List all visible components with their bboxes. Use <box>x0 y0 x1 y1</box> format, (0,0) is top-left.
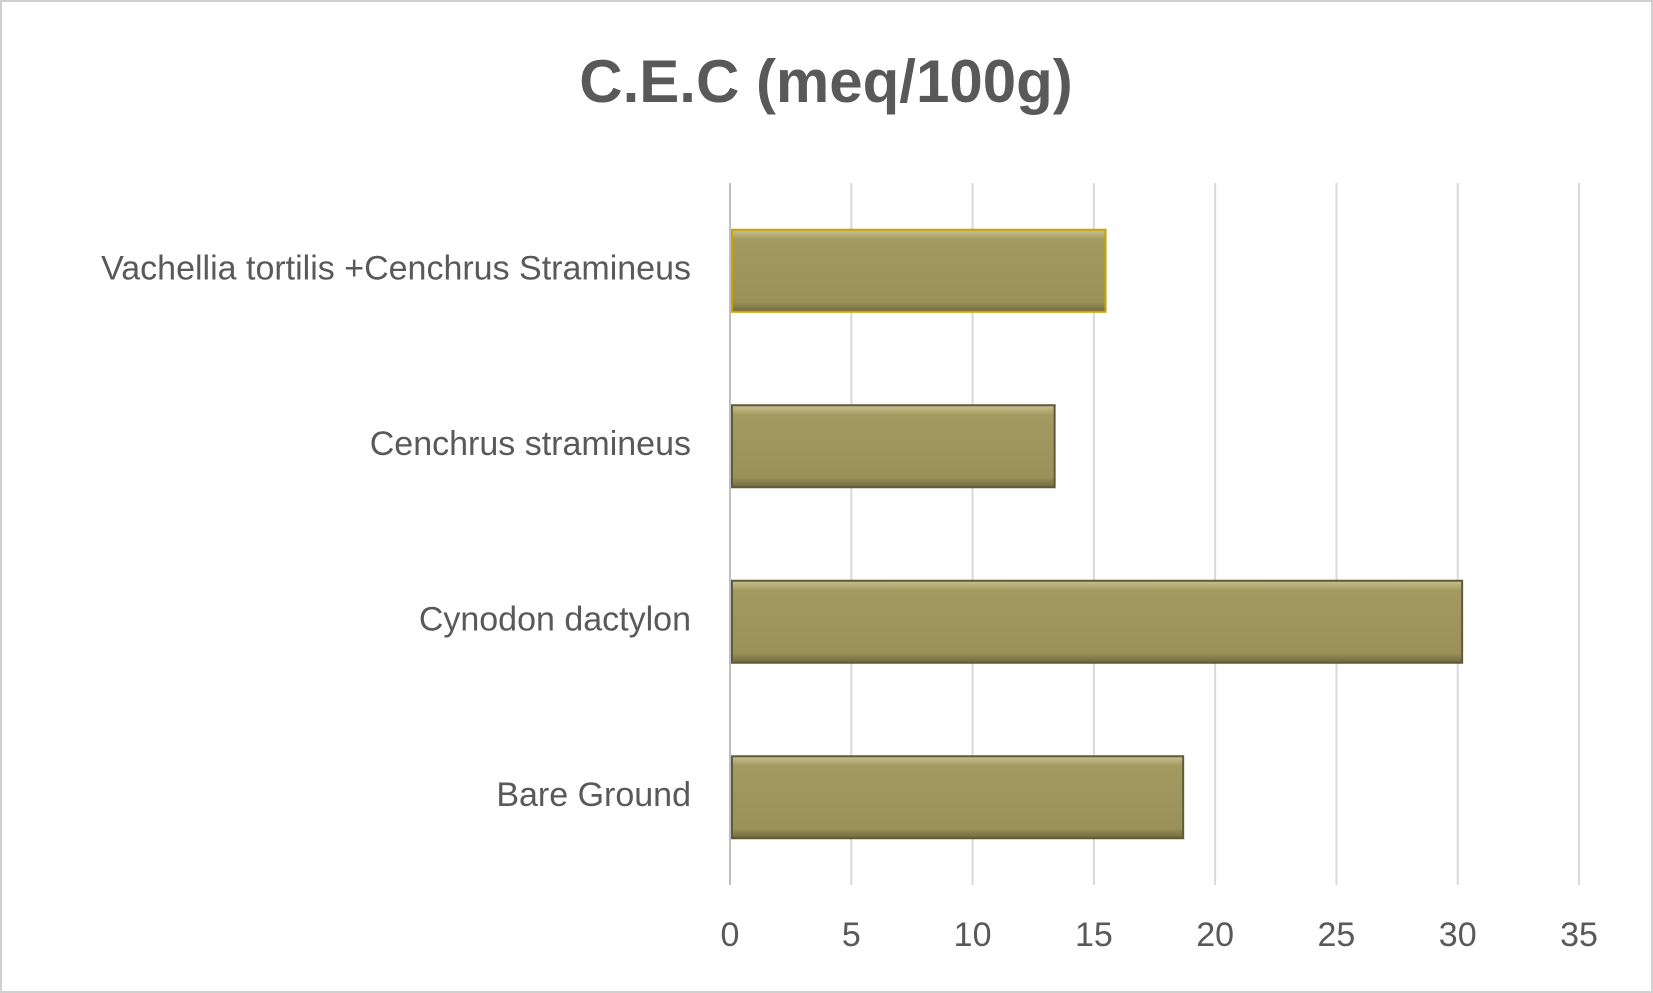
x-tick-label: 15 <box>1075 916 1113 954</box>
chart-title: C.E.C (meq/100g) <box>579 48 1072 115</box>
x-tick-label: 10 <box>954 916 992 954</box>
bar <box>731 404 1056 489</box>
x-tick-label: 35 <box>1560 916 1598 954</box>
y-tick-label: Bare Ground <box>496 776 691 814</box>
bar <box>731 579 1464 664</box>
bar <box>731 228 1107 313</box>
y-tick-label: Cenchrus stramineus <box>370 425 691 463</box>
x-tick-label: 0 <box>721 916 740 954</box>
bar <box>731 755 1185 840</box>
x-tick-label: 20 <box>1196 916 1234 954</box>
y-tick-label: Cynodon dactylon <box>419 601 691 639</box>
y-tick-label: Vachellia tortilis +Cenchrus Stramineus <box>101 250 691 288</box>
x-tick-label: 5 <box>842 916 861 954</box>
x-tick-label: 25 <box>1318 916 1356 954</box>
x-tick-label: 30 <box>1439 916 1477 954</box>
